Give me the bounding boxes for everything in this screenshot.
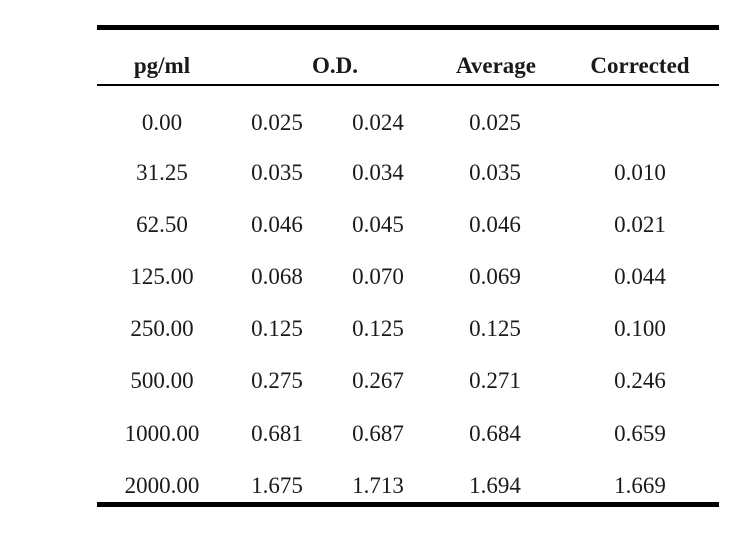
cell-average: 0.271 — [469, 368, 521, 393]
cell-concentration: 2000.00 — [124, 473, 200, 498]
cell-concentration: 0.00 — [141, 110, 183, 135]
cell-average: 0.069 — [469, 264, 521, 289]
cell-od-2: 0.125 — [352, 316, 404, 341]
cell-corrected: 1.669 — [614, 473, 666, 498]
cell-od-2: 0.687 — [352, 421, 404, 446]
header-average: Average — [455, 53, 537, 78]
cell-od-1: 1.675 — [251, 473, 303, 498]
cell-od-1: 0.025 — [251, 110, 303, 135]
cell-od-2: 0.034 — [352, 160, 404, 185]
cell-od-1: 0.035 — [251, 160, 303, 185]
cell-od-1: 0.046 — [251, 212, 303, 237]
cell-average: 0.046 — [469, 212, 521, 237]
cell-od-2: 1.713 — [352, 473, 404, 498]
cell-od-1: 0.275 — [251, 368, 303, 393]
cell-od-2: 0.024 — [352, 110, 404, 135]
cell-corrected: 0.246 — [614, 368, 666, 393]
cell-average: 0.125 — [469, 316, 521, 341]
cell-concentration: 250.00 — [130, 316, 194, 341]
cell-corrected — [578, 109, 702, 137]
cell-od-2: 0.267 — [352, 368, 404, 393]
cell-concentration: 1000.00 — [124, 421, 200, 446]
cell-od-1: 0.068 — [251, 264, 303, 289]
table-top-rule — [97, 25, 719, 30]
table-header-rule — [97, 84, 719, 86]
cell-concentration: 31.25 — [136, 160, 188, 185]
cell-corrected: 0.044 — [614, 264, 666, 289]
cell-concentration: 125.00 — [130, 264, 194, 289]
cell-average: 0.684 — [469, 421, 521, 446]
cell-corrected: 0.100 — [614, 316, 666, 341]
cell-concentration: 62.50 — [136, 212, 188, 237]
cell-corrected: 0.010 — [614, 160, 666, 185]
cell-od-2: 0.070 — [352, 264, 404, 289]
cell-corrected: 0.021 — [614, 212, 666, 237]
cell-concentration: 500.00 — [130, 368, 194, 393]
cell-od-1: 0.681 — [251, 421, 303, 446]
cell-average: 0.035 — [469, 160, 521, 185]
cell-average: 1.694 — [469, 473, 521, 498]
cell-average: 0.025 — [469, 110, 521, 135]
cell-od-2: 0.045 — [352, 212, 404, 237]
cell-od-1: 0.125 — [251, 316, 303, 341]
header-concentration: pg/ml — [133, 53, 191, 78]
table-bottom-rule — [97, 502, 719, 507]
header-corrected: Corrected — [590, 53, 690, 78]
cell-corrected: 0.659 — [614, 421, 666, 446]
header-od: O.D. — [312, 53, 358, 78]
